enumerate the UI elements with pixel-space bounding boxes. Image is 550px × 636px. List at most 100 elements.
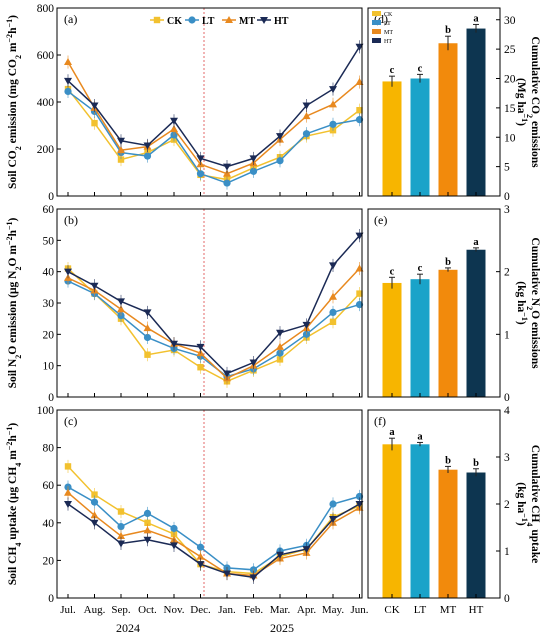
y-axis-label: Soil N2O emission (μg N2O m−2h−1) <box>5 217 23 388</box>
data-point-MT <box>302 112 311 120</box>
panel-label: (f) <box>374 414 386 428</box>
significance-letter: a <box>473 237 479 248</box>
y-axis-unit-label: (kg ha−1) <box>515 482 530 526</box>
data-point-LT <box>90 498 99 506</box>
data-point-HT <box>302 321 311 329</box>
data-point-HT <box>302 546 311 554</box>
y-tick-label: 1 <box>504 329 510 341</box>
y-tick-label: 600 <box>37 50 55 62</box>
bar-LT <box>410 78 430 196</box>
data-point-HT <box>117 540 125 548</box>
plot-frame <box>367 7 501 197</box>
data-point-MT <box>117 305 125 313</box>
series-HT <box>64 229 364 381</box>
x-tick-label: HT <box>469 604 484 616</box>
legend: CK LT MT HT <box>150 16 289 27</box>
data-point-CK <box>117 508 125 515</box>
significance-letter: b <box>445 455 451 466</box>
bar-legend-label-MT: MT <box>384 30 393 36</box>
y-axis-unit-label: (Mg ha−1) <box>515 78 530 126</box>
data-point-HT <box>170 117 178 125</box>
series-LT <box>64 480 364 577</box>
data-point-HT <box>276 551 284 559</box>
data-point-HT <box>329 86 337 94</box>
series-line-LT <box>67 486 360 571</box>
series-line-HT <box>67 503 360 579</box>
series-line-CK <box>67 88 360 181</box>
significance-letter: c <box>390 266 395 277</box>
data-point-HT <box>143 536 152 544</box>
data-point-HT <box>117 137 125 145</box>
bar-legend-label-HT: HT <box>384 39 392 45</box>
bar-HT <box>466 28 486 196</box>
series-line-HT <box>67 235 361 375</box>
legend-label-LT: LT <box>202 16 215 27</box>
data-point-HT <box>90 282 99 290</box>
y-tick-label: 25 <box>504 44 516 56</box>
bar-legend-swatch-HT <box>372 38 381 43</box>
data-point-CK <box>197 364 204 371</box>
y-tick-label: 2 <box>504 499 510 511</box>
legend-label-HT: HT <box>274 16 289 27</box>
data-point-HT <box>196 155 205 163</box>
bar-legend: CK LT MT HT <box>372 11 393 45</box>
data-point-LT <box>302 130 311 138</box>
plot-frame <box>367 409 501 599</box>
x-tick-label: CK <box>384 604 399 616</box>
bar-HT <box>466 249 486 397</box>
y-axis-label: Cumulative CH4 uptake <box>526 445 542 563</box>
data-point-HT <box>90 102 99 110</box>
series-line-LT <box>67 90 360 184</box>
y-tick-label: 15 <box>504 103 516 115</box>
data-point-LT <box>143 333 152 342</box>
year-label: 2025 <box>270 621 294 635</box>
data-point-HT <box>329 516 337 524</box>
data-point-LT <box>355 492 364 501</box>
significance-letter: b <box>445 257 451 268</box>
data-point-MT <box>196 552 205 560</box>
y-tick-label: 0 <box>48 593 54 605</box>
y-tick-label: 400 <box>37 97 55 109</box>
legend-marker-LT <box>188 16 196 24</box>
data-point-HT <box>64 501 72 508</box>
y-tick-label: 60 <box>43 480 55 492</box>
panel-label: (e) <box>374 213 387 227</box>
data-point-LT <box>329 308 337 316</box>
x-tick-label: Jan. <box>218 604 236 616</box>
series-line-MT <box>67 61 360 175</box>
legend-marker-HT <box>260 17 268 24</box>
data-point-MT <box>90 511 99 519</box>
year-label: 2024 <box>116 621 140 635</box>
bar-x-axis: CK LT MT HT <box>384 604 483 616</box>
y-tick-label: 0 <box>504 191 510 203</box>
y-tick-label: 20 <box>43 555 55 567</box>
bar-MT <box>438 469 458 598</box>
significance-letter: b <box>445 25 451 36</box>
significance-letter: c <box>418 263 423 274</box>
y-tick-label: 800 <box>37 3 55 15</box>
y-tick-label: 30 <box>43 298 55 310</box>
y-tick-label: 40 <box>43 518 55 530</box>
y-tick-label: 5 <box>504 162 510 174</box>
bar-MT <box>438 43 458 196</box>
data-point-HT <box>143 309 152 317</box>
series-MT <box>64 55 364 181</box>
series-line-MT <box>67 492 360 577</box>
x-tick-label: Nov. <box>164 604 185 616</box>
data-point-LT <box>329 120 337 128</box>
y-axis-label: Soil CH4 uptake (μg CH4 m−2h−1) <box>5 423 23 586</box>
data-point-HT <box>223 163 231 171</box>
data-point-HT <box>117 298 125 306</box>
data-point-LT <box>355 116 364 124</box>
bar-MT <box>438 269 458 397</box>
data-point-MT <box>143 324 152 332</box>
bar-HT <box>466 472 486 598</box>
y-tick-label: 0 <box>504 593 510 605</box>
data-point-CK <box>144 351 151 358</box>
data-point-HT <box>170 340 178 348</box>
y-axis-unit-label: (kg ha−1) <box>515 281 530 325</box>
bar-legend-swatch-LT <box>372 20 381 25</box>
legend-marker-CK <box>153 16 161 24</box>
y-tick-label: 200 <box>37 144 55 156</box>
